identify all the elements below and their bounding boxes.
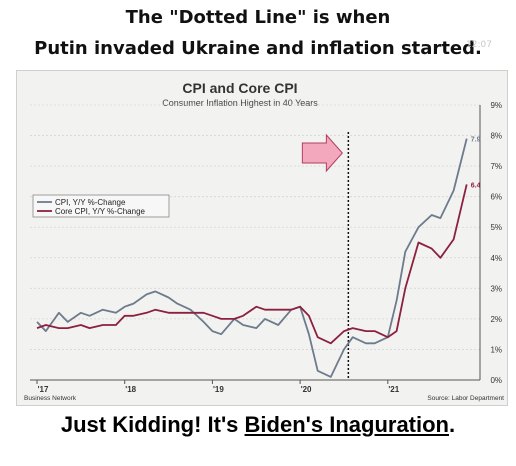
series-end-label-2: 6.4	[471, 182, 481, 189]
bottom-caption-suffix: .	[449, 412, 456, 437]
x-tick-label: '19	[213, 385, 224, 394]
legend-box	[32, 194, 170, 218]
bottom-caption-underlined: Biden's Inaguration	[244, 412, 449, 437]
top-caption-line-2: Putin invaded Ukraine and inflation star…	[34, 38, 482, 59]
series-line-1	[36, 138, 468, 378]
chart-panel	[16, 70, 508, 406]
legend-label-2: Core CPI, Y/Y %-Change	[55, 207, 146, 216]
x-tick-label: '21	[388, 385, 399, 394]
source-left: Business Network	[24, 395, 77, 402]
y-tick-label: 6%	[490, 193, 502, 202]
y-tick-label: 5%	[490, 223, 502, 232]
x-tick-label: '17	[38, 385, 49, 394]
y-tick-label: 0%	[490, 376, 502, 385]
legend-label-1: CPI, Y/Y %-Change	[55, 198, 126, 207]
x-tick-label: '18	[125, 385, 136, 394]
y-tick-label: 8%	[490, 132, 502, 141]
watermark: 12:07	[466, 40, 492, 50]
bottom-caption: Just Kidding! It's Biden's Inaguration.	[0, 412, 516, 438]
x-tick-label: '20	[301, 385, 312, 394]
y-tick-label: 3%	[490, 284, 502, 293]
source-right: Source: Labor Department	[427, 395, 504, 402]
chart-subtitle: Consumer Inflation Highest in 40 Years	[162, 98, 318, 108]
y-tick-label: 9%	[490, 101, 502, 110]
y-tick-label: 1%	[490, 345, 502, 354]
chart-title: CPI and Core CPI	[182, 80, 297, 96]
annotation-arrow	[301, 133, 344, 173]
y-tick-label: 2%	[490, 315, 502, 324]
series-end-label-1: 7.9	[471, 137, 481, 144]
y-tick-label: 7%	[490, 162, 502, 171]
top-caption-line-1: The "Dotted Line" is when	[125, 7, 391, 28]
y-tick-label: 4%	[490, 254, 502, 263]
series-line-2	[36, 184, 468, 345]
bottom-caption-prefix: Just Kidding! It's	[60, 412, 245, 437]
